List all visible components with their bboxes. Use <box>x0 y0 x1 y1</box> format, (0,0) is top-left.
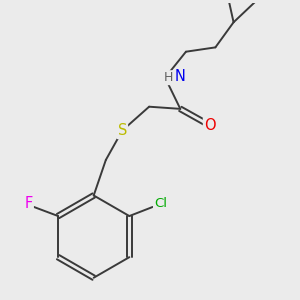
Text: N: N <box>175 69 186 84</box>
Text: H: H <box>164 71 173 84</box>
Text: F: F <box>25 196 33 211</box>
Text: O: O <box>204 118 216 133</box>
Text: S: S <box>118 123 127 138</box>
Text: Cl: Cl <box>154 197 167 210</box>
